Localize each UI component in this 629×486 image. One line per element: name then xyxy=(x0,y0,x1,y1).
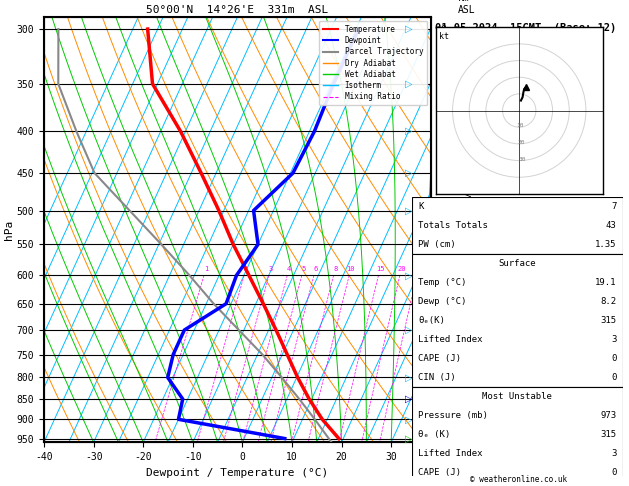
Text: Totals Totals: Totals Totals xyxy=(418,221,488,230)
Text: θₑ(K): θₑ(K) xyxy=(418,316,445,325)
Text: ▷: ▷ xyxy=(406,270,413,280)
Text: CAPE (J): CAPE (J) xyxy=(418,354,461,363)
Text: 315: 315 xyxy=(600,316,616,325)
Text: 20: 20 xyxy=(397,266,406,272)
Text: ▷: ▷ xyxy=(406,394,413,404)
Text: CAPE (J): CAPE (J) xyxy=(418,468,461,477)
Text: 2: 2 xyxy=(244,266,248,272)
Text: Lifted Index: Lifted Index xyxy=(418,335,483,344)
Text: Lifted Index: Lifted Index xyxy=(418,449,483,458)
Text: 1.35: 1.35 xyxy=(595,240,616,249)
Text: ▷: ▷ xyxy=(406,79,413,89)
X-axis label: Dewpoint / Temperature (°C): Dewpoint / Temperature (°C) xyxy=(147,468,328,478)
Text: Surface: Surface xyxy=(499,259,536,268)
Text: © weatheronline.co.uk: © weatheronline.co.uk xyxy=(470,474,567,484)
Y-axis label: Mixing Ratio (g/kg): Mixing Ratio (g/kg) xyxy=(463,174,473,285)
Text: 0: 0 xyxy=(611,373,616,382)
Text: 19.1: 19.1 xyxy=(595,278,616,287)
Text: Most Unstable: Most Unstable xyxy=(482,392,552,401)
Text: 0: 0 xyxy=(611,354,616,363)
Text: ▷: ▷ xyxy=(406,126,413,136)
Text: 3: 3 xyxy=(611,449,616,458)
Text: 30: 30 xyxy=(519,156,526,161)
Text: 7: 7 xyxy=(611,202,616,211)
Text: 8.2: 8.2 xyxy=(600,297,616,306)
Text: ▷: ▷ xyxy=(406,434,413,444)
Text: 10: 10 xyxy=(347,266,355,272)
Text: ▷: ▷ xyxy=(406,415,413,424)
Text: 1: 1 xyxy=(204,266,208,272)
Text: 3: 3 xyxy=(611,335,616,344)
Bar xyxy=(412,254,623,387)
Text: 25: 25 xyxy=(414,266,423,272)
Text: ▷: ▷ xyxy=(406,372,413,382)
Text: θₑ (K): θₑ (K) xyxy=(418,430,450,439)
Text: 15: 15 xyxy=(376,266,384,272)
Text: ▷: ▷ xyxy=(406,206,413,215)
Y-axis label: hPa: hPa xyxy=(4,220,14,240)
Text: 315: 315 xyxy=(600,430,616,439)
Text: Dewp (°C): Dewp (°C) xyxy=(418,297,467,306)
Text: 6: 6 xyxy=(313,266,318,272)
Title: 50°00'N  14°26'E  331m  ASL: 50°00'N 14°26'E 331m ASL xyxy=(147,5,328,15)
Text: 3: 3 xyxy=(269,266,273,272)
Text: Temp (°C): Temp (°C) xyxy=(418,278,467,287)
Text: 10: 10 xyxy=(516,123,524,128)
Text: 973: 973 xyxy=(600,411,616,420)
Text: Pressure (mb): Pressure (mb) xyxy=(418,411,488,420)
Text: kt: kt xyxy=(439,32,449,41)
Text: ▷: ▷ xyxy=(406,168,413,178)
Text: 20: 20 xyxy=(518,140,525,145)
Text: ▷: ▷ xyxy=(406,325,413,335)
Bar xyxy=(412,387,623,486)
Bar xyxy=(412,197,623,254)
Text: K: K xyxy=(418,202,424,211)
Text: CIN (J): CIN (J) xyxy=(418,373,456,382)
Legend: Temperature, Dewpoint, Parcel Trajectory, Dry Adiabat, Wet Adiabat, Isotherm, Mi: Temperature, Dewpoint, Parcel Trajectory… xyxy=(320,21,427,105)
Text: LCL: LCL xyxy=(432,395,447,403)
Text: 43: 43 xyxy=(606,221,616,230)
Text: 5: 5 xyxy=(301,266,306,272)
Text: ▷: ▷ xyxy=(406,24,413,34)
Text: 4: 4 xyxy=(287,266,291,272)
Text: km
ASL: km ASL xyxy=(458,0,476,15)
Text: 01.05.2024  15GMT  (Base: 12): 01.05.2024 15GMT (Base: 12) xyxy=(435,23,616,34)
Text: PW (cm): PW (cm) xyxy=(418,240,456,249)
Text: 8: 8 xyxy=(333,266,337,272)
Text: 0: 0 xyxy=(611,468,616,477)
